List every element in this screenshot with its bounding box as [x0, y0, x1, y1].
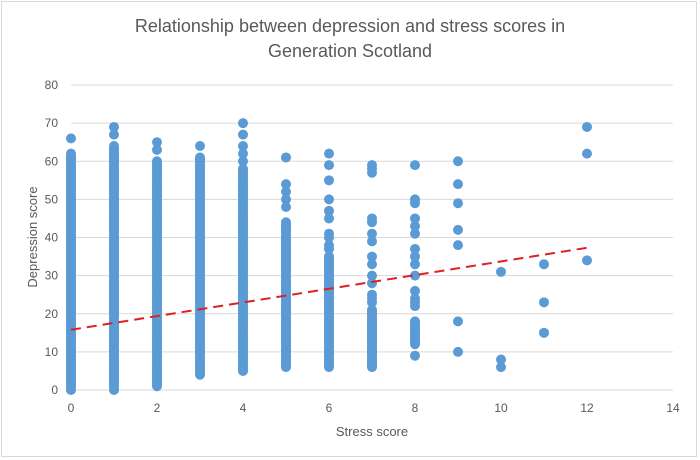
data-point — [281, 202, 291, 212]
data-point — [496, 266, 506, 277]
data-point — [367, 304, 377, 315]
data-point — [453, 346, 463, 357]
y-tick-label: 20 — [45, 307, 59, 321]
data-point — [238, 163, 248, 174]
x-tick-label: 0 — [68, 401, 75, 415]
data-point — [410, 251, 420, 262]
data-point — [582, 121, 592, 132]
y-tick-label: 0 — [51, 383, 58, 397]
data-point — [453, 179, 463, 190]
data-point — [367, 213, 377, 224]
data-point — [367, 251, 377, 262]
data-point — [410, 194, 420, 205]
data-point — [324, 194, 334, 205]
data-point — [281, 179, 291, 190]
data-point — [410, 213, 420, 224]
data-point — [367, 160, 377, 171]
data-point — [109, 121, 119, 132]
data-point — [410, 350, 420, 361]
data-point — [281, 186, 291, 197]
data-point — [238, 118, 248, 129]
x-tick-label: 4 — [240, 401, 247, 415]
data-point — [238, 141, 248, 151]
data-point — [195, 141, 205, 151]
x-tick-label: 14 — [666, 401, 680, 415]
data-point — [453, 156, 463, 167]
data-point — [539, 327, 549, 338]
x-tick-label: 10 — [494, 401, 508, 415]
data-point — [152, 156, 162, 167]
data-point — [367, 289, 377, 300]
data-point — [582, 255, 592, 266]
x-tick-label: 6 — [326, 401, 333, 415]
data-point — [281, 152, 291, 163]
data-point — [152, 137, 162, 148]
data-point — [410, 316, 420, 327]
data-point — [324, 228, 334, 239]
data-point — [324, 148, 334, 159]
data-point — [410, 160, 420, 171]
data-point — [238, 129, 248, 140]
data-point — [324, 251, 334, 262]
data-point — [496, 362, 506, 373]
x-tick-labels: 0 2 4 6 8 10 12 14 — [68, 401, 680, 415]
data-point — [410, 270, 420, 281]
y-tick-labels: 0 10 20 30 40 50 60 70 80 — [45, 78, 59, 397]
data-point — [238, 156, 248, 167]
data-point — [410, 228, 420, 239]
data-point — [539, 259, 549, 270]
y-tick-label: 80 — [45, 78, 59, 92]
trendline — [70, 246, 588, 331]
data-point — [66, 148, 76, 159]
data-point — [367, 270, 377, 281]
x-tick-label: 12 — [580, 401, 594, 415]
data-point — [453, 224, 463, 235]
data-point — [324, 213, 334, 224]
data-point — [324, 160, 334, 171]
y-axis-title: Depression score — [25, 186, 40, 287]
y-tick-label: 40 — [45, 231, 59, 245]
data-point — [324, 240, 334, 251]
data-point — [281, 194, 291, 205]
data-point — [367, 228, 377, 239]
data-point — [109, 129, 119, 140]
data-point — [367, 236, 377, 247]
data-point — [410, 293, 420, 304]
data-point — [410, 243, 420, 254]
data-point — [410, 221, 420, 232]
data-point — [453, 316, 463, 327]
x-axis-title: Stress score — [336, 424, 408, 439]
data-points — [66, 118, 592, 395]
data-point — [539, 297, 549, 308]
y-tick-label: 70 — [45, 116, 59, 130]
chart-title-line1: Relationship between depression and stre… — [134, 16, 566, 36]
y-tick-label: 10 — [45, 345, 59, 359]
data-point — [410, 259, 420, 270]
data-point — [152, 144, 162, 155]
data-point — [281, 217, 291, 228]
data-point — [238, 148, 248, 159]
data-point — [496, 354, 506, 365]
data-point — [582, 148, 592, 159]
data-point — [367, 259, 377, 270]
y-tick-label: 50 — [45, 192, 59, 206]
chart-title: Relationship between depression and stre… — [0, 14, 700, 64]
data-point — [324, 175, 334, 186]
data-point — [66, 133, 76, 144]
y-tick-label: 60 — [45, 154, 59, 168]
data-point — [109, 141, 119, 151]
data-point — [324, 205, 334, 216]
data-point — [410, 285, 420, 296]
x-tick-label: 8 — [412, 401, 419, 415]
data-point — [453, 198, 463, 209]
x-tick-label: 2 — [154, 401, 161, 415]
data-point — [453, 240, 463, 251]
chart-title-line2: Generation Scotland — [267, 41, 433, 61]
y-tick-label: 30 — [45, 269, 59, 283]
data-point — [195, 152, 205, 163]
